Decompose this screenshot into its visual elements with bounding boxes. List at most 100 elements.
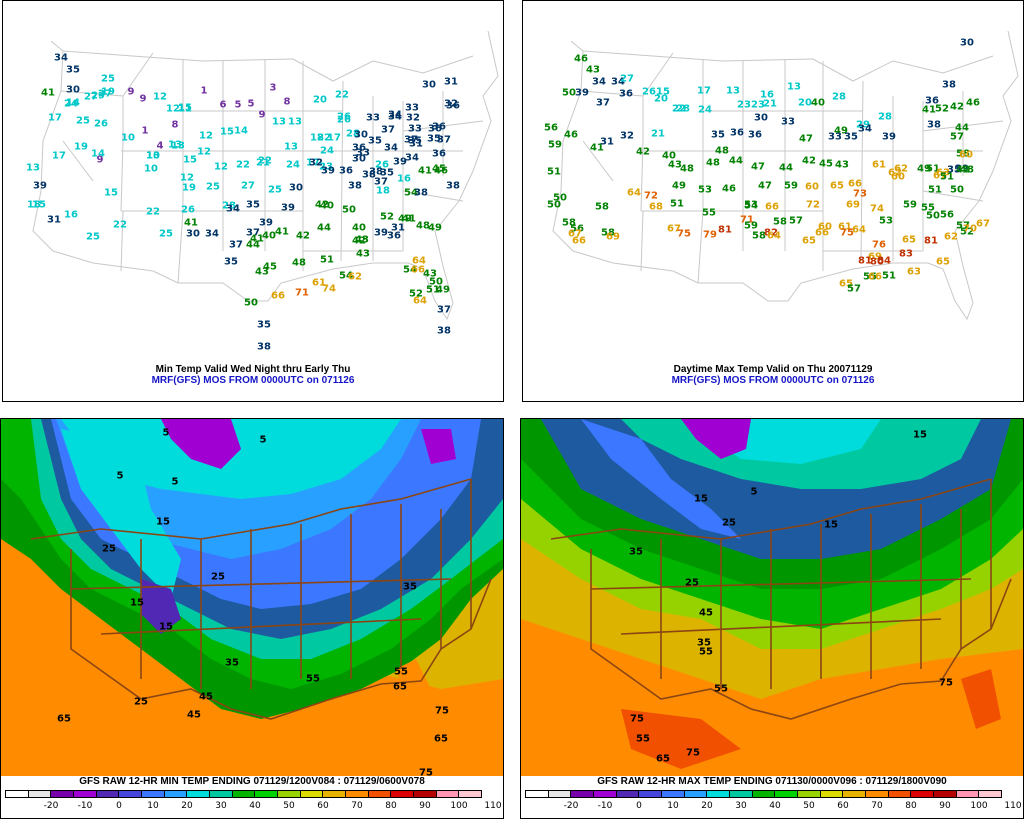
station-temp-value: 43 [835, 159, 849, 171]
station-temp-value: 57 [789, 215, 803, 227]
station-temp-value: 9 [258, 109, 266, 121]
contour-label: 25 [211, 571, 225, 583]
station-temp-value: 33 [405, 102, 419, 114]
colorbar-swatch [842, 790, 866, 798]
station-temp-value: 43 [423, 268, 437, 280]
station-temp-value: 69 [868, 251, 882, 263]
colorbar-swatch [141, 790, 165, 798]
station-temp-value: 62 [888, 167, 902, 179]
station-temp-value: 57 [956, 220, 970, 232]
station-temp-value: 31 [444, 76, 458, 88]
contour-fill-map [1, 419, 503, 776]
colorbar-swatch [547, 790, 572, 798]
station-temp-value: 10 [144, 163, 158, 175]
contour-label: 45 [187, 709, 201, 721]
station-temp-value: 16 [64, 209, 78, 221]
colorbar-swatch [615, 790, 640, 798]
station-temp-value: 79 [703, 229, 717, 241]
station-temp-value: 81 [858, 255, 872, 267]
station-temp-value: 12 [180, 172, 194, 184]
contour-label: 55 [714, 683, 728, 695]
contour-label: 35 [629, 546, 643, 558]
contour-label: 25 [722, 517, 736, 529]
station-temp-value: 57 [847, 283, 861, 295]
panel-caption-line2: MRF(GFS) MOS FROM 0000UTC on 071126 [671, 375, 875, 386]
station-temp-value: 54 [339, 270, 353, 282]
colorbar-swatch [209, 790, 233, 798]
station-temp-value: 45 [263, 261, 277, 273]
colorbar-swatch [50, 790, 74, 798]
colorbar-swatch [525, 790, 549, 798]
colorbar-label: 60 [837, 801, 849, 811]
panel-caption-line2: MRF(GFS) MOS FROM 0000UTC on 071126 [151, 375, 355, 386]
station-temp-value: 37 [437, 134, 451, 146]
station-temp-value: 40 [811, 97, 825, 109]
station-temp-value: 42 [636, 146, 650, 158]
colorbar-swatch [367, 790, 392, 798]
station-temp-value: 37 [596, 97, 610, 109]
colorbar-label: -20 [43, 801, 59, 811]
station-temp-value: 17 [327, 132, 341, 144]
station-temp-value: 23 [737, 99, 751, 111]
station-temp-value: 50 [553, 192, 567, 204]
station-temp-value: 58 [595, 201, 609, 213]
station-temp-value: 25 [86, 231, 100, 243]
station-temp-value: 20 [313, 94, 327, 106]
station-temp-value: 69 [846, 199, 860, 211]
station-temp-value: 21 [651, 128, 665, 140]
station-temp-value: 19 [74, 141, 88, 153]
station-temp-value: 29 [91, 90, 105, 102]
station-temp-value: 38 [927, 119, 941, 131]
station-temp-value: 39 [955, 163, 969, 175]
station-temp-value: 73 [853, 188, 867, 200]
contour-label: 45 [699, 607, 713, 619]
station-temp-value: 30 [289, 182, 303, 194]
station-temp-value: 37 [229, 239, 243, 251]
station-temp-value: 34 [205, 228, 219, 240]
station-temp-value: 41 [922, 104, 936, 116]
contour-label: 5 [116, 470, 124, 482]
station-temp-value: 49 [436, 284, 450, 296]
station-temp-value: 30 [66, 84, 80, 96]
station-temp-value: 12 [153, 91, 167, 103]
station-temp-value: 66 [848, 178, 862, 190]
station-temp-value: 47 [758, 180, 772, 192]
contour-label: 45 [199, 691, 213, 703]
station-temp-value: 49 [428, 222, 442, 234]
station-temp-value: 12 [166, 103, 180, 115]
station-temp-value: 15 [104, 187, 118, 199]
station-temp-value: 39 [374, 227, 388, 239]
station-temp-value: 22 [672, 103, 686, 115]
station-temp-value: 56 [544, 122, 558, 134]
station-temp-value: 66 [271, 290, 285, 302]
contour-label: 65 [57, 713, 71, 725]
gfs-panel-title: GFS RAW 12-HR MAX TEMP ENDING 071130/000… [521, 776, 1023, 788]
station-temp-value: 42 [802, 155, 816, 167]
station-temp-value: 36 [730, 127, 744, 139]
mos-max-temp-panel: 46 43 34 27 50 39 34 36 26 15 17 13 16 13 30 20 23 23 21 20… [522, 0, 1024, 402]
station-temp-value: 22 [236, 159, 250, 171]
station-temp-value: 29 [856, 119, 870, 131]
station-temp-value: 37 [437, 304, 451, 316]
station-temp-value: 34 [388, 109, 402, 121]
station-temp-value: 62 [348, 271, 362, 283]
station-temp-value: 35 [844, 131, 858, 143]
colorbar-label: 50 [283, 801, 295, 811]
colorbar-label: 20 [181, 801, 193, 811]
station-temp-value: 16 [760, 89, 774, 101]
station-temp-value: 59 [548, 139, 562, 151]
station-temp-value: 70 [963, 223, 977, 235]
station-temp-value: 35 [257, 319, 271, 331]
contour-label: 75 [686, 747, 700, 759]
station-temp-value: 34 [405, 152, 419, 164]
station-temp-value: 49 [672, 180, 686, 192]
station-temp-value: 20 [654, 93, 668, 105]
station-temp-value: 35 [368, 135, 382, 147]
colorbar-label: 100 [970, 801, 988, 811]
station-temp-value: 3 [269, 82, 277, 94]
contour-label: 65 [434, 733, 448, 745]
contour-label: 5 [171, 476, 179, 488]
station-temp-value: 34 [388, 111, 402, 123]
station-temp-value: 69 [606, 231, 620, 243]
station-temp-value: 58 [956, 148, 970, 160]
